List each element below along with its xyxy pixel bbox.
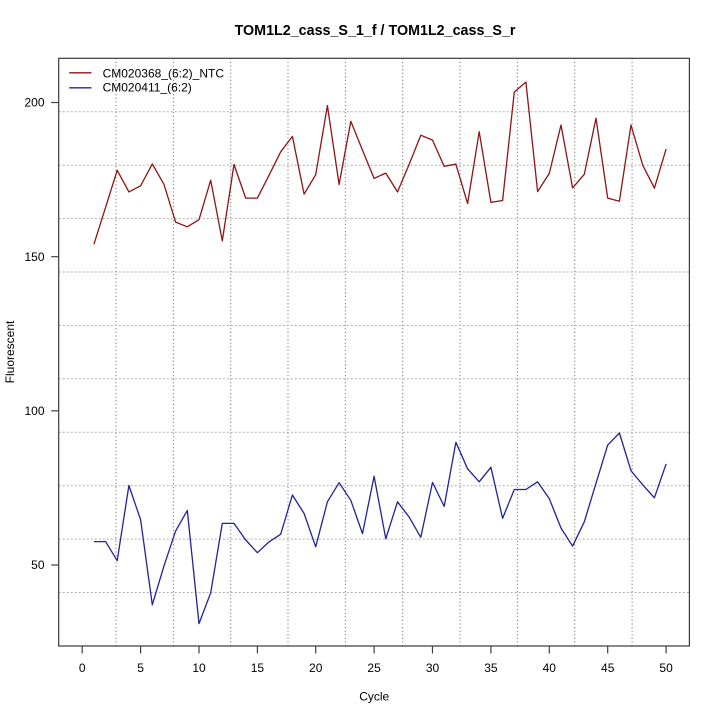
- svg-text:CM020411_(6:2): CM020411_(6:2): [103, 81, 192, 95]
- svg-text:5: 5: [137, 661, 144, 675]
- svg-text:0: 0: [79, 661, 86, 675]
- svg-text:CM020368_(6:2)_NTC: CM020368_(6:2)_NTC: [103, 66, 225, 80]
- svg-text:Fluorescent: Fluorescent: [3, 320, 17, 383]
- svg-text:45: 45: [601, 661, 615, 675]
- svg-text:15: 15: [251, 661, 265, 675]
- svg-text:25: 25: [367, 661, 381, 675]
- svg-text:TOM1L2_cass_S_1_f / TOM1L2_cas: TOM1L2_cass_S_1_f / TOM1L2_cass_S_r: [235, 23, 516, 39]
- svg-text:30: 30: [426, 661, 440, 675]
- svg-text:35: 35: [484, 661, 498, 675]
- svg-text:50: 50: [659, 661, 673, 675]
- svg-text:10: 10: [192, 661, 206, 675]
- svg-text:20: 20: [309, 661, 323, 675]
- svg-text:Cycle: Cycle: [359, 690, 389, 704]
- svg-text:100: 100: [24, 404, 44, 418]
- svg-text:40: 40: [543, 661, 557, 675]
- svg-text:200: 200: [24, 96, 44, 110]
- svg-text:150: 150: [24, 250, 44, 264]
- svg-text:50: 50: [31, 558, 45, 572]
